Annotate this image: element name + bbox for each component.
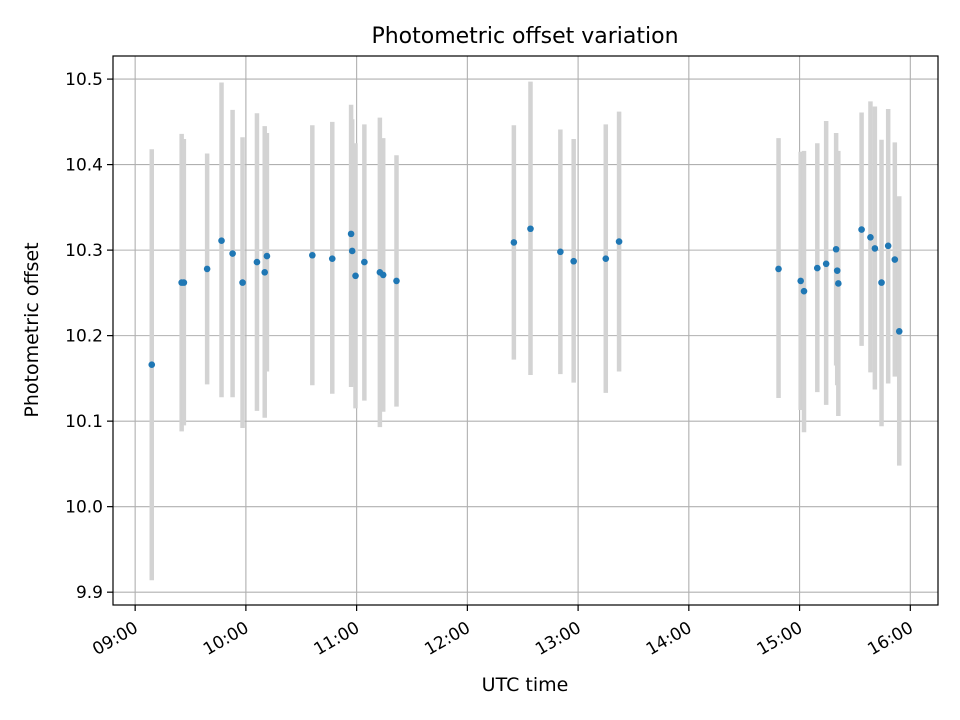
data-point [570,257,577,265]
data-point [615,238,623,245]
data-point [557,248,564,256]
data-point [180,279,188,286]
data-point [263,252,271,260]
data-point [775,265,782,273]
data-point [229,250,236,257]
x-axis-label: UTC time [482,674,569,696]
data-point [218,237,225,245]
data-point [253,258,261,266]
data-point [361,258,368,266]
data-point [347,230,355,238]
data-point [878,279,885,286]
data-point [833,267,841,274]
y-tick-label: 10.5 [65,70,103,90]
data-point [895,328,903,335]
data-point [822,260,830,268]
plot-frame [112,55,939,606]
data-point [858,226,865,233]
data-point [867,233,874,241]
y-axis-label: Photometric offset [21,242,43,417]
data-point [527,225,534,233]
y-tick-label: 10.4 [65,156,103,176]
data-point [328,255,336,262]
data-point [261,269,269,276]
data-point [832,245,840,253]
data-point [884,242,892,250]
data-point [352,272,359,280]
data-point [813,264,821,272]
data-point [309,251,316,259]
y-tick-label: 10.2 [65,327,103,347]
data-point [393,277,400,285]
y-tick-label: 10.3 [65,241,103,261]
chart-title: Photometric offset variation [371,24,678,49]
y-tick-label: 10.1 [65,412,103,432]
y-axis-ticks: 9.9 10.0 10.1 10.2 10.3 10.4 10.5 [65,70,113,603]
data-point [800,287,808,295]
y-tick-label: 10.0 [65,498,103,518]
data-point [203,265,211,273]
y-tick-label: 9.9 [76,583,103,603]
data-point [602,255,610,262]
data-point [797,277,804,285]
data-point [239,279,246,286]
data-point [510,239,518,246]
data-point [148,361,156,369]
data-point [835,280,842,287]
data-point [871,245,879,252]
data-point [891,256,899,263]
data-point [379,271,387,279]
data-point [348,247,356,255]
data-points [148,225,903,369]
